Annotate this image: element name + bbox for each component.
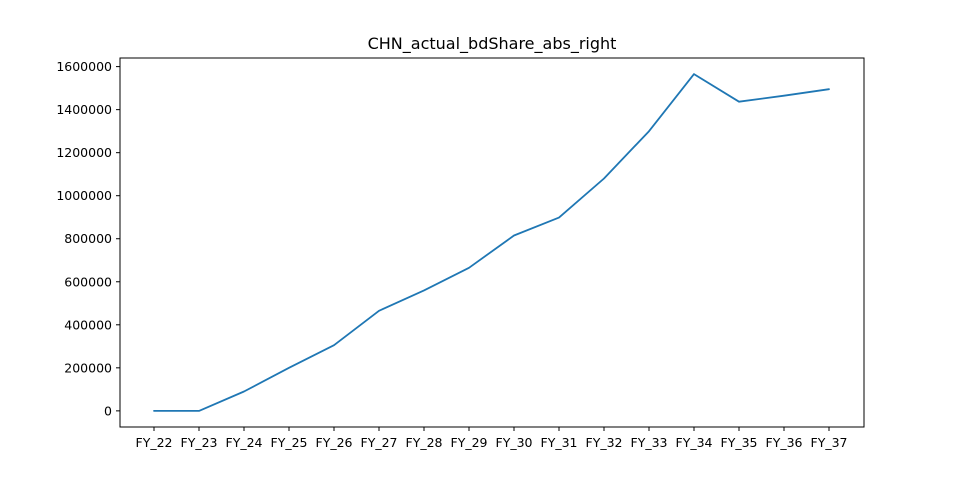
x-tick-label: FY_36 <box>766 435 803 450</box>
x-axis: FY_22 FY_23 FY_24 FY_25 FY_26 FY_27 FY_28 FY_29… <box>136 427 848 450</box>
y-tick-label: 1200000 <box>56 145 112 160</box>
x-tick-label: FY_37 <box>811 435 848 450</box>
axes-frame <box>119 57 865 428</box>
x-tick-label: FY_27 <box>361 435 398 450</box>
series-line <box>153 73 830 412</box>
x-tick-label: FY_24 <box>226 435 263 450</box>
y-axis: 0 200000 400000 600000 800000 1000000 1200000 1… <box>56 59 120 418</box>
plot-area <box>153 73 830 412</box>
y-tick-label: 1600000 <box>56 59 112 74</box>
x-tick-label: FY_35 <box>721 435 758 450</box>
x-tick-label: FY_30 <box>496 435 533 450</box>
y-tick-label: 800000 <box>64 231 112 246</box>
x-tick-label: FY_23 <box>181 435 218 450</box>
x-tick-label: FY_34 <box>676 435 713 450</box>
x-tick-label: FY_29 <box>451 435 488 450</box>
x-tick-label: FY_32 <box>586 435 623 450</box>
x-tick-label: FY_22 <box>136 435 173 450</box>
x-tick-label: FY_28 <box>406 435 443 450</box>
chart-title: CHN_actual_bdShare_abs_right <box>368 34 617 54</box>
y-tick-label: 0 <box>104 403 112 418</box>
x-tick-label: FY_31 <box>541 435 578 450</box>
y-tick-label: 200000 <box>64 360 112 375</box>
y-tick-label: 400000 <box>64 317 112 332</box>
x-tick-label: FY_26 <box>316 435 353 450</box>
y-tick-label: 1400000 <box>56 102 112 117</box>
y-tick-label: 1000000 <box>56 188 112 203</box>
y-tick-label: 600000 <box>64 274 112 289</box>
x-tick-label: FY_33 <box>631 435 668 450</box>
x-tick-label: FY_25 <box>271 435 308 450</box>
